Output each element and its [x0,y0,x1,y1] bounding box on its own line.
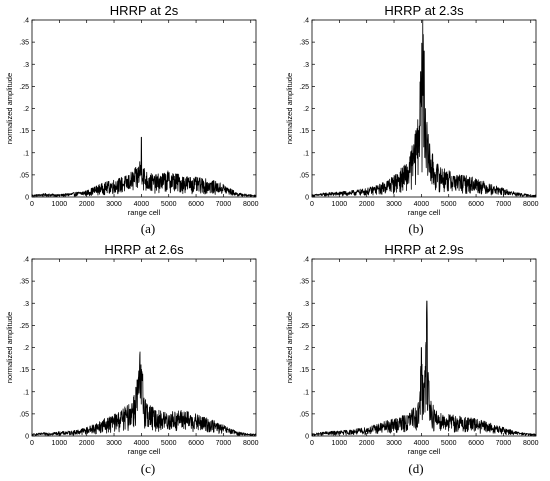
y-tick-label: .3 [303,62,309,69]
series-line [311,19,537,198]
x-tick-label: 5000 [161,440,177,447]
x-tick-label: 3000 [106,201,122,208]
x-tick-label: 4000 [134,440,150,447]
x-tick-label: 5000 [441,201,457,208]
series-line [31,351,257,436]
x-tick-label: 5000 [441,440,457,447]
x-tick-label: 8000 [243,440,259,447]
x-tick-label: 6000 [468,201,484,208]
x-tick-label: 6000 [188,201,204,208]
x-tick-label: 7000 [216,440,232,447]
y-tick-label: 0 [25,434,29,441]
y-tick-label: .15 [299,128,309,135]
y-tick-label: .1 [23,150,29,157]
y-tick-label: .15 [299,367,309,374]
x-tick-label: 6000 [468,440,484,447]
y-tick-label: .4 [23,257,29,264]
x-tick-label: 8000 [523,440,539,447]
x-tick-label: 7000 [496,440,512,447]
y-tick-label: .35 [19,40,29,47]
y-tick-label: .3 [23,62,29,69]
x-tick-label: 1000 [332,440,348,447]
y-tick-label: .25 [299,323,309,330]
x-tick-label: 2000 [79,201,95,208]
x-tick-label: 4000 [414,201,430,208]
y-tick-label: .1 [23,389,29,396]
y-tick-label: .25 [19,84,29,91]
y-tick-label: .15 [19,128,29,135]
x-tick-label: 0 [310,440,314,447]
x-tick-label: 0 [310,201,314,208]
x-axis-label: range cell [408,208,441,217]
y-tick-label: .35 [19,279,29,286]
x-tick-label: 7000 [216,201,232,208]
panel-caption: (a) [141,221,155,236]
panel-a: HRRP at 2s 0 1000 2000 3000 4000 5000 6000 7000 8… [5,3,259,236]
y-tick-label: .2 [303,345,309,352]
x-tick-label: 1000 [52,201,68,208]
chart-title: HRRP at 2.3s [384,3,464,18]
y-tick-label: .05 [299,172,309,179]
chart-title: HRRP at 2s [110,3,179,18]
x-tick-label: 2000 [359,201,375,208]
y-tick-label: .3 [303,301,309,308]
panel-b: HRRP at 2.3s 0 1000 2000 3000 4000 5000 6000 700… [285,3,539,236]
y-tick-label: .2 [23,345,29,352]
y-axis-label: normalized amplitude [285,312,294,383]
panel-c: HRRP at 2.6s 0 1000 2000 3000 4000 5000 6000 700… [5,242,259,476]
y-tick-label: .35 [299,279,309,286]
axes-box [311,258,537,437]
x-tick-label: 3000 [386,440,402,447]
y-tick-label: .3 [23,301,29,308]
y-tick-label: .1 [303,150,309,157]
x-tick-label: 4000 [414,440,430,447]
x-tick-label: 0 [30,201,34,208]
y-tick-label: .4 [303,257,309,264]
x-tick-label: 2000 [359,440,375,447]
x-tick-label: 1000 [332,201,348,208]
y-tick-label: .25 [299,84,309,91]
x-axis-label: range cell [128,447,161,456]
x-tick-label: 1000 [52,440,68,447]
y-tick-label: .2 [23,106,29,113]
x-tick-label: 5000 [161,201,177,208]
y-tick-label: .05 [299,411,309,418]
y-tick-label: .35 [299,40,309,47]
x-tick-label: 6000 [188,440,204,447]
panel-caption: (c) [141,461,155,476]
y-tick-label: .2 [303,106,309,113]
x-tick-label: 4000 [134,201,150,208]
y-axis-label: normalized amplitude [5,312,14,383]
y-tick-label: .05 [19,172,29,179]
x-tick-label: 0 [30,440,34,447]
series-line [311,300,537,437]
y-tick-label: .25 [19,323,29,330]
x-tick-label: 2000 [79,440,95,447]
y-tick-label: .4 [303,18,309,25]
x-axis-label: range cell [128,208,161,217]
x-tick-label: 7000 [496,201,512,208]
series-line [31,136,257,198]
y-axis-label: normalized amplitude [5,73,14,144]
x-axis-label: range cell [408,447,441,456]
panel-caption: (b) [408,221,423,236]
y-tick-label: .4 [23,18,29,25]
chart-title: HRRP at 2.6s [104,242,184,257]
x-tick-label: 8000 [243,201,259,208]
panel-caption: (d) [408,461,423,476]
y-tick-label: 0 [25,195,29,202]
y-tick-label: .05 [19,411,29,418]
x-tick-label: 3000 [386,201,402,208]
y-tick-label: .15 [19,367,29,374]
chart-title: HRRP at 2.9s [384,242,464,257]
y-axis-label: normalized amplitude [285,73,294,144]
y-tick-label: .1 [303,389,309,396]
x-tick-label: 3000 [106,440,122,447]
y-tick-label: 0 [305,434,309,441]
x-tick-label: 8000 [523,201,539,208]
y-tick-label: 0 [305,195,309,202]
panel-d: HRRP at 2.9s 0 1000 2000 3000 4000 5000 6000 700… [285,242,539,476]
